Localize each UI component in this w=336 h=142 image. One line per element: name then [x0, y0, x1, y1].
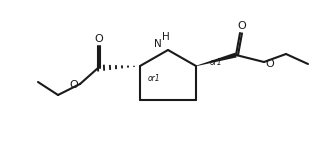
Text: O: O [266, 59, 275, 69]
Text: N: N [154, 39, 162, 49]
Text: O: O [70, 80, 78, 90]
Text: H: H [162, 32, 170, 42]
Text: or1: or1 [210, 58, 223, 66]
Text: O: O [238, 21, 246, 31]
Text: O: O [95, 34, 103, 44]
Text: or1: or1 [148, 74, 161, 83]
Polygon shape [196, 53, 237, 66]
